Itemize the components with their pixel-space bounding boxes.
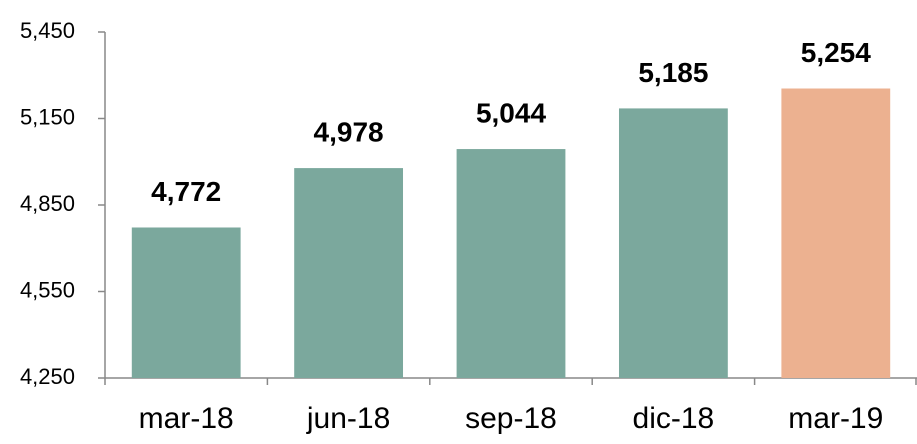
y-tick-label: 4,250 — [20, 364, 75, 389]
x-tick-label: sep-18 — [465, 402, 557, 435]
x-tick-label: jun-18 — [306, 402, 390, 435]
value-label: 5,185 — [638, 57, 708, 88]
value-label: 5,044 — [476, 97, 546, 128]
y-tick-label: 5,150 — [20, 104, 75, 129]
bar — [131, 227, 241, 378]
x-tick-label: mar-18 — [139, 402, 234, 435]
bar — [781, 88, 891, 378]
y-tick-label: 4,850 — [20, 191, 75, 216]
bar — [618, 108, 728, 379]
value-label: 4,978 — [314, 116, 384, 147]
y-tick-label: 5,450 — [20, 18, 75, 43]
x-tick-label: mar-19 — [788, 402, 883, 435]
value-label: 5,254 — [801, 37, 871, 68]
bar — [456, 149, 566, 378]
x-tick-label: dic-18 — [633, 402, 715, 435]
bar — [294, 168, 404, 378]
y-tick-label: 4,550 — [20, 277, 75, 302]
value-label: 4,772 — [151, 176, 221, 207]
